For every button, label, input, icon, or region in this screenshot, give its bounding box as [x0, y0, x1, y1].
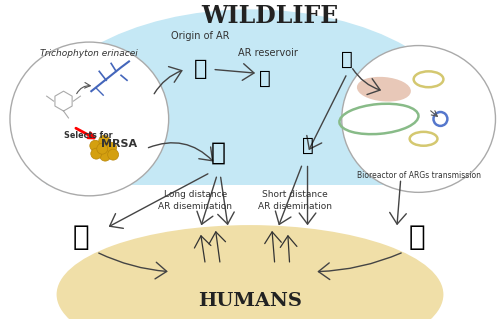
Ellipse shape	[342, 45, 496, 192]
Circle shape	[108, 149, 118, 160]
Text: Bioreactor of ARGs transmission: Bioreactor of ARGs transmission	[356, 171, 480, 180]
Text: Short distance
AR disemination: Short distance AR disemination	[258, 190, 332, 211]
Ellipse shape	[10, 42, 168, 196]
Ellipse shape	[358, 78, 410, 100]
Ellipse shape	[30, 9, 470, 262]
Text: 🦔: 🦔	[194, 60, 207, 79]
Text: 🏢: 🏢	[408, 223, 425, 251]
Text: 🐢: 🐢	[259, 69, 271, 88]
Text: Selects for: Selects for	[64, 131, 112, 140]
Text: HUMANS: HUMANS	[198, 292, 302, 310]
Text: AR reservoir: AR reservoir	[238, 49, 298, 59]
Text: 🏞️: 🏞️	[73, 223, 90, 251]
Circle shape	[100, 150, 110, 161]
Bar	[2, 185, 498, 319]
Text: 🪰: 🪰	[302, 136, 314, 155]
Text: Long distance
AR disemination: Long distance AR disemination	[158, 190, 232, 211]
Ellipse shape	[56, 225, 444, 320]
Text: 🪳: 🪳	[342, 50, 353, 69]
Text: Origin of AR: Origin of AR	[171, 31, 230, 41]
Circle shape	[91, 148, 102, 159]
Circle shape	[90, 140, 101, 151]
Text: 🪿: 🪿	[211, 141, 226, 165]
Circle shape	[97, 143, 108, 154]
Text: MRSA: MRSA	[101, 139, 137, 149]
Text: WILDLIFE: WILDLIFE	[201, 4, 338, 28]
Circle shape	[98, 135, 110, 146]
Circle shape	[106, 142, 117, 153]
Text: Trichophyton erinacei: Trichophyton erinacei	[40, 49, 138, 58]
